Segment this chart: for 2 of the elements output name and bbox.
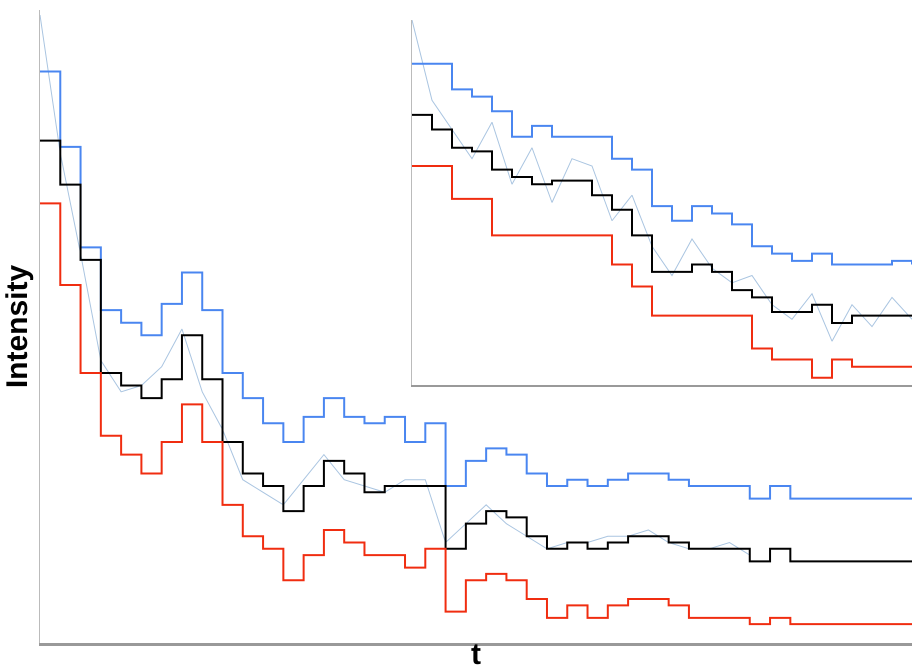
- y-axis-title: Intensity: [1, 264, 34, 388]
- x-axis-title: t: [471, 638, 481, 671]
